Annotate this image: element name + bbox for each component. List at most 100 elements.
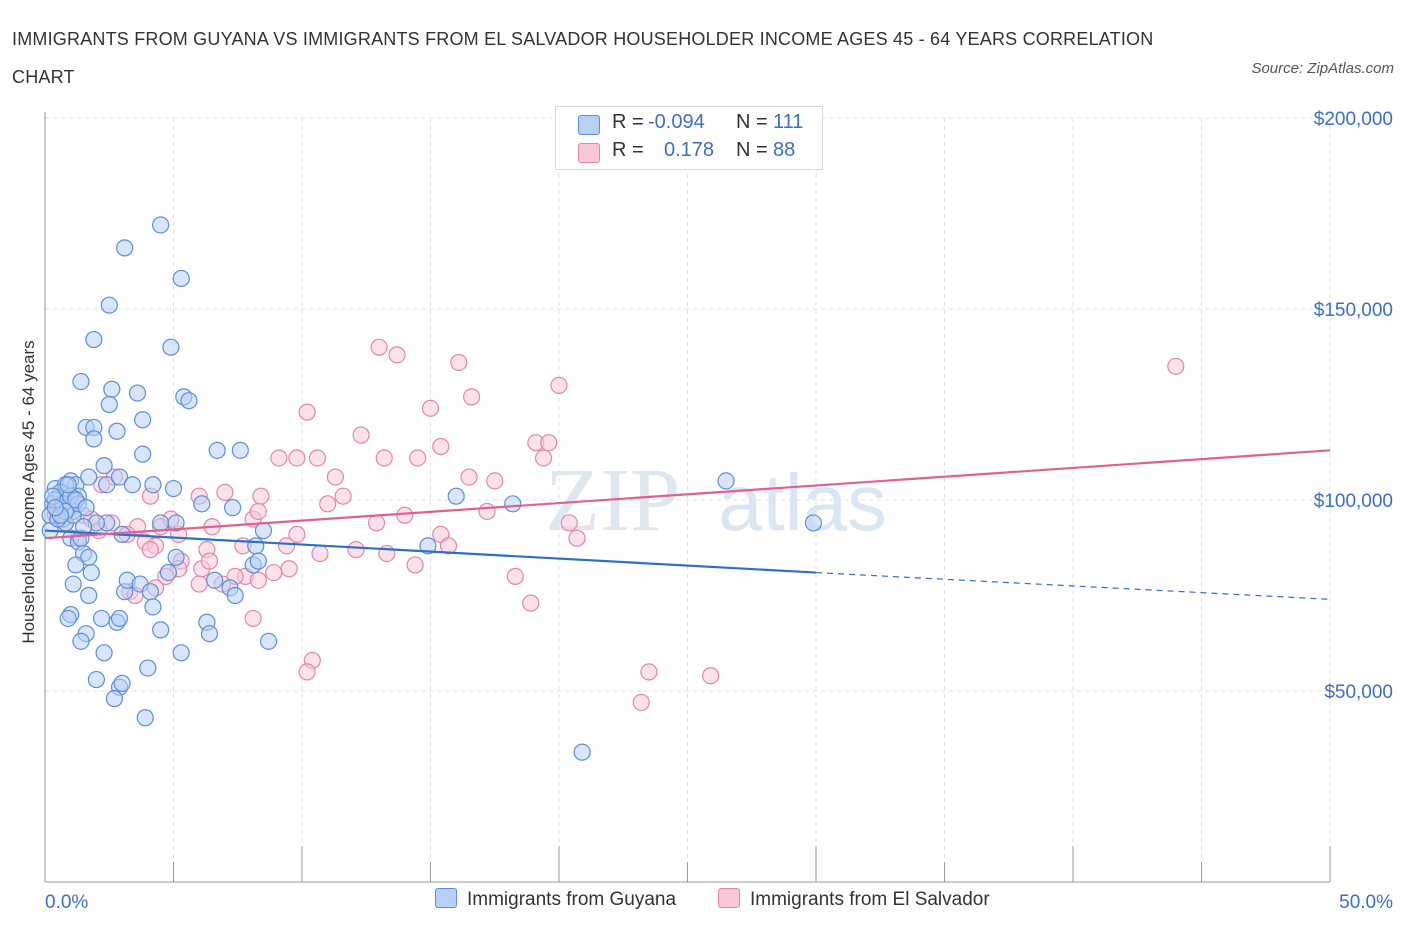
legend-n-value: 111 — [773, 111, 804, 133]
data-point-guyana — [573, 743, 591, 761]
data-point-elsalvador — [463, 388, 481, 406]
data-point-elsalvador — [396, 506, 414, 524]
data-point-guyana — [144, 598, 162, 616]
data-point-guyana — [77, 499, 95, 517]
data-point-guyana — [134, 445, 152, 463]
legend-n-value: 88 — [773, 139, 796, 161]
data-point-guyana — [180, 392, 198, 410]
bottom-legend-guyana: Immigrants from Guyana — [435, 888, 676, 911]
data-point-elsalvador — [280, 560, 298, 578]
data-point-guyana — [226, 586, 244, 605]
grid-lines — [45, 117, 1331, 882]
data-point-guyana — [254, 521, 273, 540]
data-point-elsalvador — [311, 544, 329, 563]
data-point-guyana — [167, 514, 185, 532]
data-point-guyana — [92, 609, 111, 628]
legend-swatch-guyana — [578, 115, 600, 135]
watermark: ZIP atlas — [545, 451, 887, 550]
data-point-guyana — [87, 670, 106, 689]
data-point-elsalvador — [632, 693, 650, 712]
data-point-guyana — [46, 499, 64, 517]
data-point-guyana — [128, 384, 147, 402]
trend-lines — [44, 449, 1331, 600]
data-point-elsalvador — [534, 449, 553, 467]
data-point-elsalvador — [319, 495, 337, 513]
data-point-elsalvador — [370, 338, 388, 356]
data-point-guyana — [206, 571, 224, 589]
data-point-elsalvador — [540, 434, 558, 452]
data-point-elsalvador — [1167, 357, 1185, 375]
data-point-elsalvador — [249, 502, 267, 521]
data-point-guyana — [82, 563, 100, 582]
data-point-elsalvador — [244, 609, 262, 628]
bottom-legend-swatch-elsalvador — [718, 888, 740, 908]
data-point-guyana — [116, 239, 134, 257]
data-point-guyana — [717, 472, 735, 490]
data-point-guyana — [249, 552, 267, 570]
y-tick-label: $150,000 — [1314, 300, 1393, 321]
data-point-guyana — [224, 499, 242, 517]
data-point-guyana — [80, 468, 98, 486]
data-point-elsalvador — [406, 556, 424, 574]
data-point-elsalvador — [450, 353, 468, 372]
data-point-elsalvador — [298, 663, 316, 681]
data-point-guyana — [113, 674, 131, 692]
data-point-guyana — [103, 380, 121, 398]
data-point-elsalvador — [640, 663, 658, 681]
y-tick-label: $200,000 — [1314, 109, 1393, 130]
trend-line-guyana-extension — [815, 571, 1331, 600]
data-point-guyana — [134, 411, 152, 429]
data-point-elsalvador — [409, 449, 427, 467]
data-point-elsalvador — [277, 537, 296, 555]
data-point-guyana — [100, 395, 118, 414]
data-point-guyana — [193, 495, 211, 513]
data-point-elsalvador — [249, 571, 267, 589]
x-tick-label: 0.0% — [45, 892, 88, 913]
legend-r-value: 0.178 — [664, 139, 715, 161]
data-point-elsalvador — [421, 399, 440, 417]
data-point-elsalvador — [270, 449, 288, 467]
data-point-elsalvador — [288, 449, 306, 467]
data-point-guyana — [85, 330, 103, 349]
data-point-guyana — [504, 495, 522, 513]
source-label: Source: ZipAtlas.com — [1251, 60, 1394, 77]
data-point-guyana — [72, 372, 90, 391]
data-point-elsalvador — [298, 403, 316, 421]
data-point-elsalvador — [190, 575, 208, 593]
data-point-guyana — [167, 548, 185, 566]
data-point-elsalvador — [560, 514, 578, 532]
data-point-elsalvador — [308, 449, 327, 467]
data-point-guyana — [200, 625, 219, 643]
data-point-elsalvador — [486, 472, 504, 490]
trend-line-elsalvador — [44, 449, 1331, 540]
data-point-elsalvador — [432, 437, 450, 456]
y-axis-label: Householder Income Ages 45 - 64 years — [19, 340, 38, 643]
data-point-guyana — [447, 487, 465, 505]
data-point-guyana — [152, 621, 170, 639]
data-point-elsalvador — [352, 426, 370, 444]
data-point-guyana — [139, 659, 157, 677]
stats-legend: R = -0.094 N = 111 R = 0.178 N = 88 — [555, 106, 823, 170]
data-point-elsalvador — [216, 483, 234, 501]
data-point-guyana — [208, 441, 226, 459]
data-point-guyana — [136, 709, 154, 727]
data-point-elsalvador — [334, 487, 352, 505]
data-point-guyana — [67, 556, 85, 574]
data-point-elsalvador — [522, 594, 540, 612]
data-point-guyana — [159, 563, 177, 582]
data-point-elsalvador — [388, 346, 406, 364]
chart-title: IMMIGRANTS FROM GUYANA VS IMMIGRANTS FRO… — [12, 29, 1154, 87]
legend-r-label: R = — [612, 111, 644, 133]
data-point-guyana — [419, 537, 437, 555]
data-point-elsalvador — [439, 537, 458, 555]
bottom-legend-swatch-guyana — [435, 888, 457, 908]
legend-n-label: N = — [736, 139, 768, 161]
data-point-guyana — [85, 430, 103, 448]
series-guyana-points — [41, 216, 823, 761]
tick-labels: $50,000 $100,000 $150,000 $200,000 0.0% 50.0% — [45, 109, 1393, 913]
data-point-guyana — [80, 586, 98, 605]
data-point-elsalvador — [478, 502, 496, 521]
x-tick-label: 50.0% — [1339, 892, 1393, 913]
data-point-elsalvador — [288, 525, 306, 543]
data-point-elsalvador — [265, 563, 283, 582]
